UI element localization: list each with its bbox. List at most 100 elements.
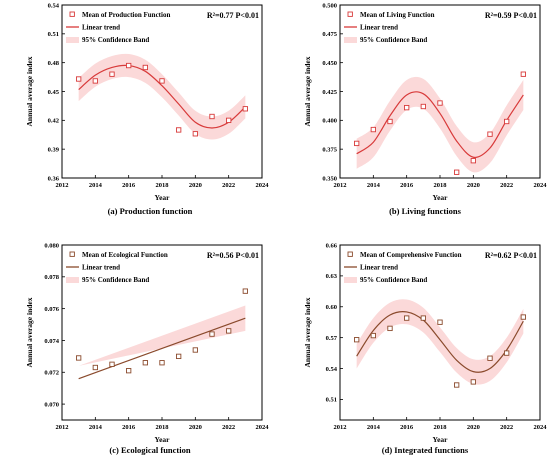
legend-marker-band: [344, 277, 357, 283]
data-point: [487, 131, 493, 137]
data-point: [370, 126, 376, 133]
legend-label-points: Mean of Ecological Function: [82, 251, 168, 259]
y-tick-label: 0.450: [322, 60, 337, 67]
y-tick-label: 0.54: [326, 366, 338, 373]
data-point: [437, 319, 443, 325]
x-axis-title: Year: [155, 435, 171, 444]
legend-label-trend: Linear trend: [360, 264, 398, 272]
y-tick-label: 0.070: [44, 401, 59, 408]
x-tick-label: 2014: [367, 182, 381, 189]
data-point: [126, 368, 132, 374]
data-point: [370, 332, 376, 339]
x-tick-label: 2016: [400, 424, 414, 431]
x-tick-label: 2024: [256, 424, 270, 431]
trend-line: [356, 310, 524, 373]
data-point: [387, 118, 393, 125]
legend-label-trend: Linear trend: [82, 264, 120, 272]
legend-label-points: Mean of Comprehensive Function: [360, 251, 462, 259]
confidence-band: [356, 76, 524, 173]
data-point: [470, 379, 476, 385]
trend-line: [78, 317, 246, 380]
data-point: [176, 127, 182, 133]
data-point: [92, 78, 98, 84]
data-point: [126, 62, 132, 69]
data-point: [192, 131, 198, 137]
x-tick-label: 2014: [367, 424, 381, 431]
data-point: [242, 106, 248, 112]
x-tick-label: 2014: [89, 424, 103, 431]
data-point: [520, 71, 526, 77]
data-point: [109, 71, 115, 77]
x-tick-label: 2024: [534, 424, 548, 431]
stats-label: R²=0.59 P<0.01: [485, 11, 537, 20]
x-tick-label: 2022: [222, 182, 235, 189]
y-tick-label: 0.39: [48, 146, 60, 153]
y-tick-label: 0.500: [322, 2, 337, 9]
data-point: [142, 360, 148, 366]
data-point: [109, 361, 115, 367]
x-tick-label: 2016: [400, 182, 414, 189]
x-tick-label: 2022: [222, 424, 235, 431]
data-point: [159, 360, 165, 366]
data-point: [142, 64, 148, 71]
legend-label-band: 95% Confidence Band: [360, 36, 427, 44]
data-point: [209, 331, 215, 337]
x-tick-label: 2012: [56, 424, 69, 431]
legend-marker-points: [69, 251, 75, 257]
x-tick-label: 2020: [189, 424, 202, 431]
x-tick-label: 2020: [467, 182, 480, 189]
y-tick-label: 0.42: [48, 118, 59, 125]
data-point: [159, 78, 165, 84]
x-tick-label: 2016: [122, 424, 136, 431]
x-tick-label: 2018: [156, 182, 170, 189]
y-tick-label: 0.48: [48, 60, 60, 67]
x-tick-label: 2016: [122, 182, 136, 189]
y-tick-label: 0.350: [322, 175, 337, 182]
data-point: [420, 103, 426, 110]
data-point: [404, 104, 410, 111]
data-point: [437, 100, 443, 106]
y-tick-label: 0.072: [44, 370, 59, 377]
data-point: [354, 337, 360, 343]
y-tick-label: 0.076: [44, 306, 59, 313]
data-point: [504, 118, 510, 125]
panel-caption: (a) Production function: [108, 206, 193, 216]
data-point: [504, 350, 510, 356]
panel-caption: (d) Integrated functions: [382, 445, 469, 455]
legend-marker-band: [344, 37, 357, 43]
legend-marker-band: [66, 37, 79, 43]
stats-label: R²=0.56 P<0.01: [207, 251, 259, 260]
y-axis-title: Annual average index: [25, 56, 34, 126]
x-axis-title: Year: [155, 193, 171, 202]
x-tick-label: 2024: [256, 182, 270, 189]
legend-label-band: 95% Confidence Band: [82, 36, 149, 44]
confidence-band: [78, 53, 246, 140]
data-point: [387, 325, 393, 332]
stats-label: R²=0.77 P<0.01: [207, 11, 259, 20]
legend-label-trend: Linear trend: [360, 24, 398, 32]
data-point: [354, 140, 360, 147]
panel-a: 2012 2014 2016 2018 2020 2022 2024 0.36 0.39 0.42…: [25, 2, 269, 216]
y-axis-title: Annual average index: [25, 297, 34, 367]
trend-line: [356, 91, 524, 159]
y-tick-label: 0.074: [44, 338, 59, 345]
y-tick-label: 0.60: [326, 304, 337, 311]
data-point: [92, 364, 98, 371]
data-point: [226, 117, 232, 123]
y-axis-title: Annual average index: [303, 56, 312, 126]
x-tick-label: 2024: [534, 182, 548, 189]
x-tick-label: 2012: [334, 424, 347, 431]
panel-caption: (c) Ecological function: [109, 445, 190, 455]
x-tick-label: 2012: [56, 182, 69, 189]
data-point: [76, 355, 82, 361]
x-tick-label: 2020: [189, 182, 202, 189]
legend-label-points: Mean of Production Function: [82, 11, 170, 19]
panel-caption: (b) Living functions: [389, 206, 461, 216]
x-tick-label: 2022: [500, 424, 513, 431]
y-tick-label: 0.51: [48, 31, 59, 38]
x-tick-label: 2018: [156, 424, 170, 431]
y-tick-label: 0.475: [322, 31, 337, 38]
data-point: [242, 288, 248, 294]
y-tick-label: 0.63: [326, 273, 338, 280]
x-tick-label: 2014: [89, 182, 103, 189]
